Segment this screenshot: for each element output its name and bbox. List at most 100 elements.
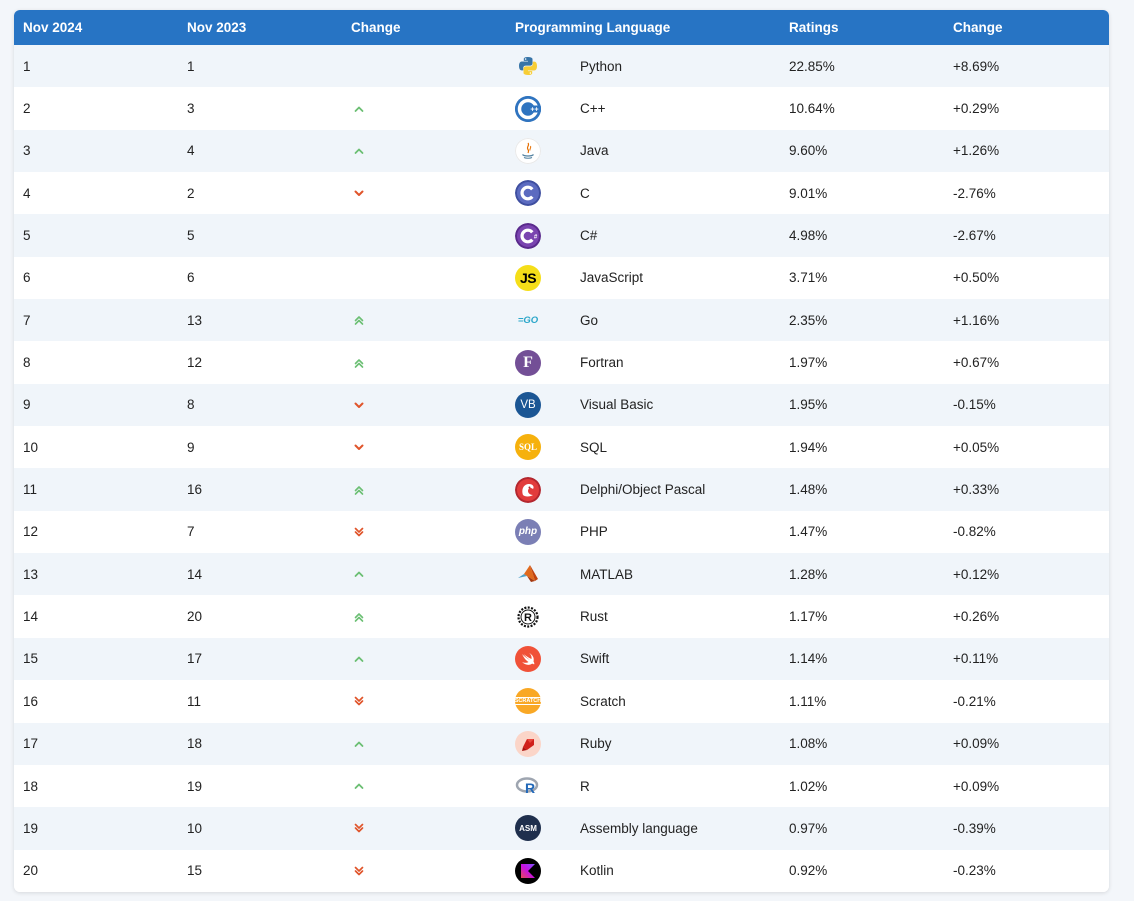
- language-name: C++: [580, 101, 606, 117]
- rank-current: 4: [23, 185, 31, 201]
- rank-previous: 1: [187, 58, 195, 74]
- rating-value: 2.35%: [789, 312, 828, 328]
- r-icon: R: [515, 773, 541, 799]
- language-name: Assembly language: [580, 820, 698, 836]
- svg-text:++: ++: [530, 106, 538, 113]
- rating-change: +0.67%: [953, 355, 1000, 371]
- header-rating-change[interactable]: Change: [953, 20, 1003, 35]
- table-row: 19 10 ASM Assembly language 0.97% -0.39%: [14, 807, 1109, 850]
- chevron-up-icon: [352, 102, 366, 116]
- language-name: Swift: [580, 651, 610, 667]
- table-row: 5 5 # C# 4.98% -2.67%: [14, 214, 1109, 257]
- language-logo: VB: [515, 384, 541, 426]
- language-logo: ASM: [515, 807, 541, 849]
- python-icon: [515, 53, 541, 79]
- table-row: 4 2 C 9.01% -2.76%: [14, 172, 1109, 215]
- chevron-down-icon: [352, 440, 366, 454]
- rank-current: 15: [23, 651, 39, 667]
- kotlin-icon: [515, 857, 541, 884]
- double-chevron-up-icon: [352, 356, 366, 370]
- java-icon: [515, 137, 541, 164]
- rating-change: -0.23%: [953, 863, 996, 879]
- language-logo: [515, 850, 541, 892]
- double-chevron-down-icon: [352, 694, 366, 708]
- rank-previous: 7: [187, 524, 195, 540]
- language-name: R: [580, 778, 590, 794]
- chevron-up-icon: [352, 567, 366, 581]
- chevron-up-icon: [352, 737, 366, 751]
- rank-change-indicator: [351, 723, 366, 765]
- visual-basic-icon: VB: [515, 391, 541, 418]
- rank-previous: 13: [187, 312, 203, 328]
- table-row: 10 9 SQL SQL 1.94% +0.05%: [14, 426, 1109, 469]
- language-logo: [515, 723, 541, 765]
- language-logo: [515, 172, 541, 214]
- rating-change: +0.29%: [953, 101, 1000, 117]
- rank-change-indicator: [351, 130, 366, 172]
- language-logo: SCRATCH: [515, 680, 541, 722]
- table-row: 14 20 R Rust 1.17% +0.26%: [14, 595, 1109, 638]
- rating-value: 1.17%: [789, 609, 828, 625]
- rating-value: 9.01%: [789, 185, 828, 201]
- rank-current: 9: [23, 397, 31, 413]
- language-name: MATLAB: [580, 566, 634, 582]
- language-name: Visual Basic: [580, 397, 654, 413]
- header-ratings[interactable]: Ratings: [789, 20, 839, 35]
- header-nov-2023[interactable]: Nov 2023: [187, 20, 247, 35]
- table-row: 1 1 Python 22.85% +8.69%: [14, 45, 1109, 88]
- ranking-table: Nov 2024 Nov 2023 Change Programming Lan…: [14, 10, 1109, 892]
- double-chevron-up-icon: [352, 313, 366, 327]
- language-logo: R: [515, 765, 541, 807]
- language-logo: [515, 468, 541, 510]
- header-change[interactable]: Change: [351, 20, 401, 35]
- language-logo: #: [515, 214, 541, 256]
- rank-change-indicator: [351, 638, 366, 680]
- chevron-up-icon: [352, 779, 366, 793]
- cpp-icon: ++: [515, 95, 541, 122]
- language-name: Rust: [580, 609, 608, 625]
- csharp-icon: #: [515, 222, 541, 249]
- rank-previous: 14: [187, 566, 203, 582]
- swift-icon: [515, 645, 541, 672]
- rating-value: 9.60%: [789, 143, 828, 159]
- c-icon: [515, 180, 541, 207]
- rank-change-indicator: [351, 680, 366, 722]
- table-row: 6 6 JS JavaScript 3.71% +0.50%: [14, 256, 1109, 300]
- svg-text:#: #: [534, 234, 538, 240]
- delphi-icon: [515, 476, 541, 503]
- header-programming-language[interactable]: Programming Language: [515, 20, 671, 35]
- table-row: 7 13 =GO Go 2.35% +1.16%: [14, 299, 1109, 342]
- rating-change: +1.16%: [953, 312, 1000, 328]
- language-logo: [515, 553, 541, 595]
- rank-current: 13: [23, 566, 39, 582]
- table-header: Nov 2024 Nov 2023 Change Programming Lan…: [14, 10, 1109, 45]
- rating-value: 1.95%: [789, 397, 828, 413]
- php-icon: php: [515, 518, 541, 545]
- rating-value: 1.14%: [789, 651, 828, 667]
- rank-current: 7: [23, 312, 31, 328]
- rating-change: -0.39%: [953, 820, 996, 836]
- rating-change: +0.12%: [953, 566, 1000, 582]
- rating-value: 0.97%: [789, 820, 828, 836]
- table-row: 15 17 Swift 1.14% +0.11%: [14, 637, 1109, 681]
- language-name: Python: [580, 58, 623, 74]
- rating-change: +8.69%: [953, 58, 1000, 74]
- double-chevron-up-icon: [352, 483, 366, 497]
- rank-change-indicator: [351, 426, 366, 468]
- rank-change-indicator: [351, 384, 366, 426]
- rank-change-indicator: [351, 172, 366, 214]
- table-row: 18 19 R R 1.02% +0.09%: [14, 764, 1109, 808]
- rank-current: 5: [23, 228, 31, 244]
- double-chevron-down-icon: [352, 821, 366, 835]
- language-logo: F: [515, 341, 541, 383]
- rating-value: 1.47%: [789, 524, 828, 540]
- table-row: 16 11 SCRATCH Scratch 1.11% -0.21%: [14, 680, 1109, 723]
- header-nov-2024[interactable]: Nov 2024: [23, 20, 83, 35]
- rating-change: +1.26%: [953, 143, 1000, 159]
- fortran-icon: F: [515, 349, 541, 376]
- rating-change: +0.33%: [953, 482, 1000, 498]
- rank-current: 11: [23, 482, 38, 498]
- language-name: Go: [580, 312, 599, 328]
- table-row: 9 8 VB Visual Basic 1.95% -0.15%: [14, 383, 1109, 427]
- rating-value: 1.48%: [789, 482, 828, 498]
